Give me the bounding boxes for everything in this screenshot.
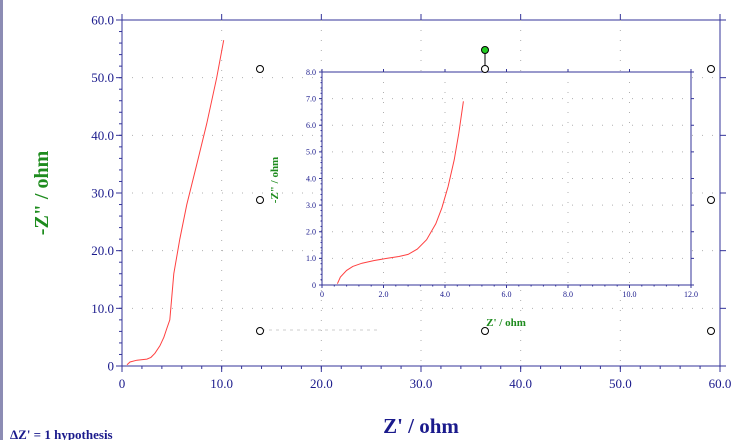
x-tick-label: 40.0: [509, 376, 532, 391]
x-tick-label: 60.0: [709, 376, 732, 391]
y-tick-label: 20.0: [91, 243, 114, 258]
x-tick-label: 50.0: [609, 376, 632, 391]
x-tick-label: 6.0: [502, 290, 512, 299]
window-left-border: [0, 0, 3, 440]
y-tick-label: 50.0: [91, 70, 114, 85]
inset-x-axis-label: Z' / ohm: [486, 317, 526, 329]
main-y-axis-label: -Z" / ohm: [31, 150, 53, 235]
footer-text-fragment: ΔZ' = 1 hypothesis: [10, 430, 113, 440]
x-tick-label: 0: [119, 376, 126, 391]
rotation-handle[interactable]: [481, 46, 489, 54]
resize-handle-bottom-right[interactable]: [707, 327, 715, 335]
x-tick-label: 10.0: [623, 290, 637, 299]
x-tick-label: 12.0: [684, 290, 698, 299]
y-tick-label: 8.0: [306, 68, 316, 77]
y-tick-label: 2.0: [306, 228, 316, 237]
y-tick-label: 40.0: [91, 128, 114, 143]
inset-series: [336, 101, 464, 284]
main-ticks: [116, 14, 726, 372]
x-tick-label: 2.0: [379, 290, 389, 299]
resize-handle-top-right[interactable]: [707, 65, 715, 73]
impedance-series-line: [126, 40, 225, 366]
x-tick-label: 30.0: [410, 376, 433, 391]
selection-handles[interactable]: [256, 46, 715, 335]
x-tick-label: 0: [320, 290, 324, 299]
inset-y-axis-label: -Z" / ohm: [269, 157, 281, 203]
inset-ticks: [319, 69, 694, 288]
y-tick-label: 0: [108, 359, 115, 374]
x-tick-label: 4.0: [440, 290, 450, 299]
main-series: [126, 40, 225, 366]
y-tick-label: 4.0: [306, 174, 316, 183]
x-tick-label: 10.0: [210, 376, 233, 391]
resize-handle-bottom[interactable]: [481, 327, 489, 335]
x-tick-label: 8.0: [563, 290, 573, 299]
y-tick-label: 1.0: [306, 254, 316, 263]
inset-plot-area[interactable]: [321, 71, 692, 286]
x-tick-label: 20.0: [310, 376, 333, 391]
y-tick-label: 10.0: [91, 301, 114, 316]
resize-handle-right[interactable]: [707, 196, 715, 204]
y-tick-label: 6.0: [306, 121, 316, 130]
main-x-axis-label: Z' / ohm: [383, 414, 459, 438]
resize-handle-left[interactable]: [256, 196, 264, 204]
y-tick-label: 0: [312, 281, 316, 290]
y-tick-label: 60.0: [91, 13, 114, 28]
y-tick-label: 7.0: [306, 94, 316, 103]
y-tick-label: 30.0: [91, 186, 114, 201]
y-tick-label: 3.0: [306, 201, 316, 210]
resize-handle-top-left[interactable]: [256, 65, 264, 73]
y-tick-label: 5.0: [306, 148, 316, 157]
impedance-series-line: [336, 101, 464, 284]
main-tick-labels: 0 10.0 20.0 30.0 40.0 50.0 60.0 0 10.0 20.0 30.0 40…: [91, 13, 731, 391]
inset-tick-labels: 0 2.0 4.0 6.0 8.0 10.0 12.0 0 1.0 2.0 3.0 4.0 5.0 6.0…: [306, 68, 698, 299]
resize-handle-top[interactable]: [481, 65, 489, 73]
resize-handle-bottom-left[interactable]: [256, 327, 264, 335]
